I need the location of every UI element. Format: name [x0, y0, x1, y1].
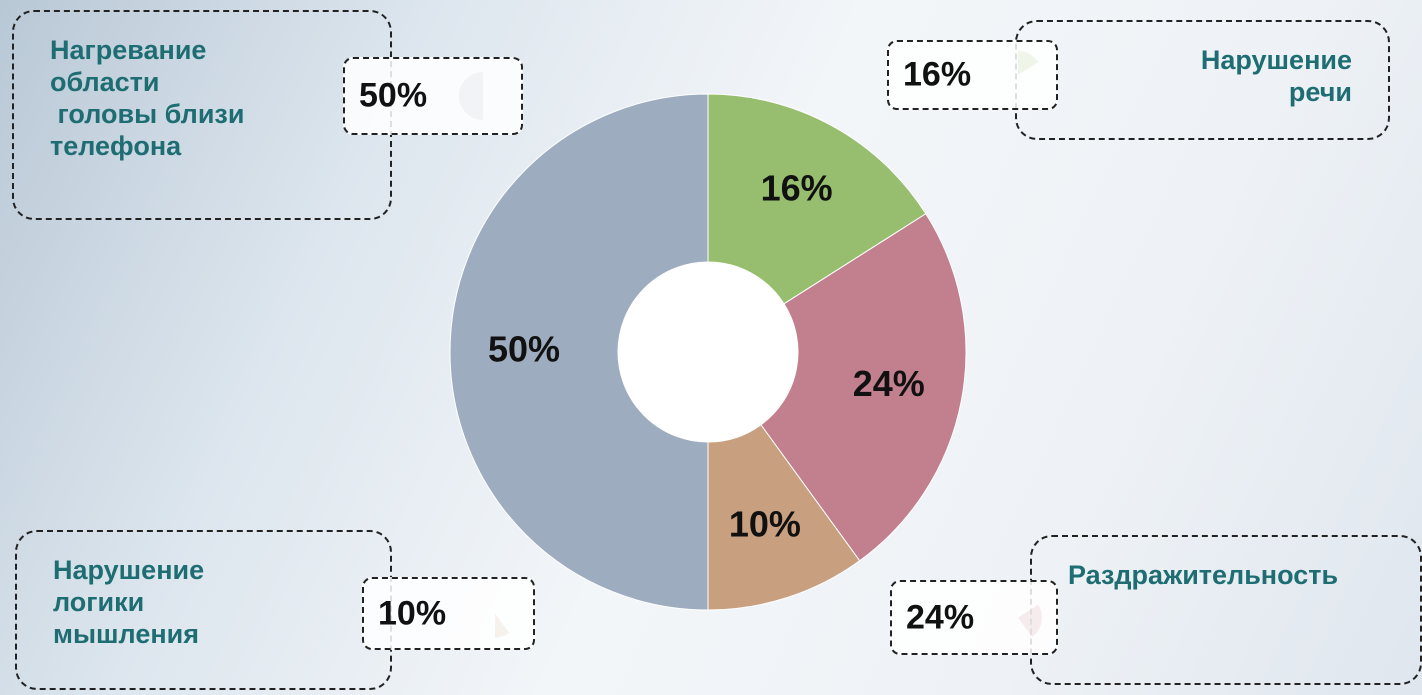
slice-label: 16%: [761, 167, 833, 208]
value-box: 10%: [362, 577, 535, 650]
slice-label: 24%: [853, 363, 925, 404]
category-label: Нарушение логики мышления: [53, 555, 205, 649]
value-box: 50%: [343, 57, 523, 135]
donut-slice: [760, 213, 967, 562]
category-label: Раздражительность: [1068, 560, 1339, 590]
category-box: Нагревание области головы близи телефона: [12, 10, 392, 220]
value-box: 16%: [887, 40, 1058, 110]
slice-label: 50%: [488, 329, 560, 370]
category-box: Нарушение логики мышления: [15, 530, 392, 690]
value-box: 24%: [890, 580, 1058, 655]
category-label: Нагревание области головы близи телефона: [50, 35, 245, 161]
value-label: 16%: [903, 55, 972, 94]
category-box: Нарушение речи: [1015, 20, 1390, 140]
category-label: Нарушение речи: [1200, 45, 1352, 107]
value-label: 24%: [906, 598, 975, 636]
value-label: 50%: [359, 76, 428, 115]
value-label: 10%: [378, 594, 447, 632]
slice-label: 10%: [729, 504, 801, 545]
category-box: Раздражительность: [1030, 535, 1422, 685]
donut-hole: [618, 262, 798, 442]
